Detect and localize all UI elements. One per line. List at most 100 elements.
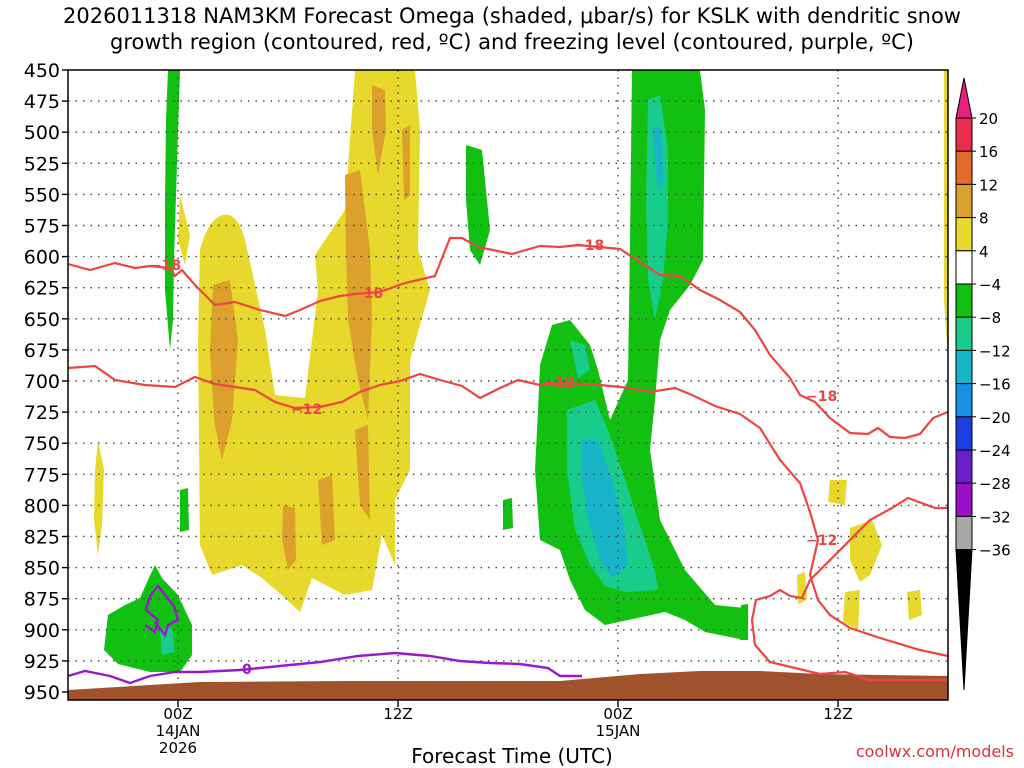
- colorbar-label-5: −4: [979, 276, 1001, 294]
- colorbar-segment-11: [955, 482, 973, 517]
- y-tick-label-750: 750: [24, 433, 60, 455]
- omega-region-yellow-main: [198, 70, 430, 612]
- colorbar-segment-2: [955, 183, 973, 219]
- colorbar-label-10: −24: [979, 442, 1011, 460]
- colorbar-top-arrow: [955, 77, 973, 119]
- colorbar-segment-1: [955, 150, 973, 185]
- colorbar-segment-8: [955, 383, 973, 418]
- grid-lines: [68, 70, 948, 692]
- contour-label-5: −12: [543, 375, 574, 391]
- omega-shading: [94, 70, 948, 672]
- colorbar-segment-10: [955, 449, 973, 484]
- omega-region-cyan-2: [652, 125, 664, 190]
- colorbar-segment-4: [955, 250, 973, 285]
- omega-region-yellow-small-2: [850, 520, 882, 582]
- x-tick-label-0-1: 14JAN: [156, 722, 201, 740]
- y-tick-label-875: 875: [24, 589, 60, 611]
- y-tick-label-625: 625: [24, 278, 60, 300]
- dgz-contour-minus12-lower: [750, 496, 948, 682]
- x-tick-label-0-0: 00Z: [163, 705, 192, 723]
- y-tick-label-675: 675: [24, 340, 60, 362]
- omega-region-yellow-small-1: [828, 480, 847, 505]
- contour-label-4: −12: [291, 402, 322, 418]
- omega-region-yellow-right-edge: [944, 70, 948, 360]
- y-tick-label-950: 950: [24, 682, 60, 704]
- colorbar-segment-3: [955, 217, 973, 252]
- y-tick-label-575: 575: [24, 216, 60, 238]
- y-tick-label-800: 800: [24, 495, 60, 517]
- colorbar-label-2: 12: [979, 176, 998, 194]
- omega-region-green-mid: [466, 145, 490, 265]
- colorbar-label-8: −16: [979, 376, 1011, 394]
- freezing-level-contours: [68, 584, 582, 685]
- y-tick-label-650: 650: [24, 309, 60, 331]
- colorbar-label-11: −28: [979, 475, 1011, 493]
- colorbar-label-12: −32: [979, 508, 1011, 526]
- y-tick-label-600: 600: [24, 247, 60, 269]
- colorbar-label-0: 20: [979, 110, 998, 128]
- colorbar-segment-9: [955, 416, 973, 451]
- y-tick-label-550: 550: [24, 184, 60, 206]
- dgz-contour-minus12-upper: [68, 364, 948, 658]
- omega-region-yellow-small-3: [843, 590, 860, 630]
- y-tick-label-700: 700: [24, 371, 60, 393]
- y-tick-label-850: 850: [24, 558, 60, 580]
- omega-region-gold-1: [210, 280, 238, 460]
- x-tick-label-0-2: 2026: [159, 739, 197, 757]
- omega-region-gold-6: [282, 505, 296, 570]
- x-tick-label-2-0: 00Z: [603, 705, 632, 723]
- omega-region-green-upper-left: [165, 70, 180, 350]
- freezing-contour-0-main: [68, 651, 582, 685]
- contour-label-7: 0: [242, 662, 252, 678]
- contour-label-0: −18: [150, 258, 181, 274]
- colorbar-bottom-arrow: [955, 549, 973, 691]
- ground-surface: [68, 671, 948, 700]
- dgz-contour-minus18-upper: [68, 236, 948, 440]
- y-tick-label-775: 775: [24, 464, 60, 486]
- x-tick-label-3-0: 12Z: [823, 705, 852, 723]
- chart-title-line1: 2026011318 NAM3KM Forecast Omega (shaded…: [63, 4, 961, 28]
- colorbar-segment-7: [955, 349, 973, 385]
- colorbar-segment-5: [955, 283, 973, 318]
- omega-region-gold-5: [355, 425, 370, 520]
- colorbar-label-3: 8: [979, 210, 989, 228]
- contour-label-1: −18: [352, 286, 383, 302]
- y-tick-label-900: 900: [24, 620, 60, 642]
- colorbar-segment-0: [955, 117, 973, 152]
- x-tick-label-1-0: 12Z: [383, 705, 412, 723]
- omega-region-teal-3: [570, 340, 590, 378]
- y-axis: 450 475 500 525 550 575 600 625 650 675 700 725 750 7…: [24, 60, 68, 704]
- omega-region-yellow-small-4: [907, 590, 922, 620]
- chart-title-line2: growth region (contoured, red, ºC) and f…: [110, 30, 914, 54]
- omega-region-green-left-low: [180, 488, 189, 532]
- y-tick-label-525: 525: [24, 153, 60, 175]
- omega-region-yellow-left: [94, 440, 104, 555]
- colorbar-label-4: 4: [979, 243, 989, 261]
- omega-region-gold-7: [318, 475, 335, 545]
- colorbar-segment-6: [955, 316, 973, 351]
- y-tick-label-450: 450: [24, 60, 60, 82]
- dgz-contours: [68, 236, 948, 682]
- colorbar-label-6: −8: [979, 309, 1001, 327]
- omega-colorbar: 20 16 12 8 4 −4 −8 −12 −16 −20 −24 −28 −32 −36: [955, 77, 1011, 691]
- colorbar-label-1: 16: [979, 143, 998, 161]
- x-axis-title: Forecast Time (UTC): [411, 744, 613, 768]
- credit-text: coolwx.com/models: [855, 742, 1014, 761]
- colorbar-label-7: −12: [979, 342, 1011, 360]
- omega-region-gold-4: [402, 125, 410, 200]
- x-tick-label-2-1: 15JAN: [596, 722, 641, 740]
- omega-region-green-right-low: [740, 604, 748, 640]
- colorbar-label-13: −36: [979, 542, 1011, 560]
- contour-label-3: −18: [806, 389, 837, 405]
- omega-region-green-small: [503, 498, 513, 530]
- omega-region-gold-2: [345, 170, 372, 420]
- freezing-contour-0-lowleft: [144, 584, 180, 638]
- contour-label-2: −18: [573, 238, 604, 254]
- omega-region-yellow-small-5: [797, 572, 807, 604]
- y-tick-label-475: 475: [24, 91, 60, 113]
- y-tick-label-925: 925: [24, 651, 60, 673]
- colorbar-segment-12: [955, 515, 973, 551]
